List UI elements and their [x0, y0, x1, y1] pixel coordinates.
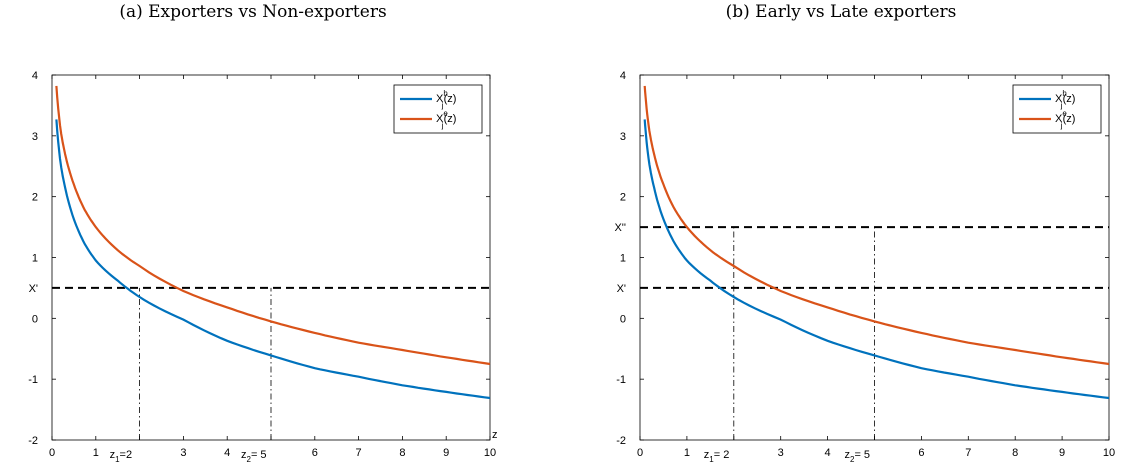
x-tick-label: 7: [965, 447, 971, 459]
series-line-h: [643, 119, 1110, 400]
x-annotation-part: = 2: [714, 449, 730, 461]
legend-label-part: h: [1062, 89, 1066, 98]
x-tick-label: 0: [49, 447, 55, 459]
x-tick-label: 8: [1012, 447, 1018, 459]
legend-label: Xh j(z): [1055, 89, 1075, 110]
y-tick-label: 3: [620, 131, 626, 143]
legend-label-part: X: [436, 93, 444, 105]
y-tick-label: 3: [32, 131, 38, 143]
x-annotation-part: 2: [247, 455, 252, 464]
series-line-e: [55, 85, 491, 366]
y-tick-label: -1: [28, 374, 38, 386]
legend-label: Xh j(z): [436, 89, 456, 110]
legend-label-part: h: [443, 89, 447, 98]
x-annotation-part: z: [704, 449, 710, 461]
x-annotation-part: 2: [850, 455, 855, 464]
y-tick-label: 2: [32, 192, 38, 204]
y-tick-label: -1: [616, 374, 626, 386]
x-annotation-part: =2: [120, 449, 133, 461]
legend-box: [393, 84, 483, 134]
x-annotation-part: 1: [115, 455, 120, 464]
legend-label-part: (z): [1063, 93, 1076, 105]
threshold-label: X'': [614, 222, 626, 234]
legend-label-part: (z): [444, 93, 457, 105]
x-axis-label: z: [492, 429, 498, 441]
x-annotation: z1= 2: [704, 449, 730, 464]
legend-label-part: j: [1060, 121, 1063, 130]
y-tick-label: -2: [28, 435, 38, 447]
panel-a-title: (a) Exporters vs Non-exporters: [119, 2, 387, 22]
y-tick-label: 0: [620, 313, 626, 325]
x-annotation: z1=2: [110, 449, 133, 464]
series-line-h: [55, 119, 491, 400]
x-tick-label: 3: [778, 447, 784, 459]
y-tick-label: 1: [32, 253, 38, 265]
y-tick-label: 1: [620, 253, 626, 265]
legend-label-part: j: [1060, 101, 1063, 110]
x-tick-label: 8: [399, 447, 405, 459]
legend-label-part: j: [441, 121, 444, 130]
legend-label-part: X: [1055, 93, 1063, 105]
y-tick-label: 4: [620, 70, 626, 82]
x-tick-label: 1: [684, 447, 690, 459]
legend-label: Xe j(z): [436, 109, 456, 130]
x-annotation-part: z: [110, 449, 116, 461]
x-annotation-part: 1: [709, 455, 714, 464]
x-annotation-part: z: [241, 449, 247, 461]
legend-box: [1012, 84, 1102, 134]
legend-label-part: j: [441, 101, 444, 110]
threshold-label: X': [617, 283, 626, 295]
x-tick-label: 3: [180, 447, 186, 459]
x-annotation-part: = 5: [251, 449, 267, 461]
x-tick-label: 10: [484, 447, 496, 459]
x-annotation-part: z: [845, 449, 851, 461]
x-tick-label: 10: [1103, 447, 1115, 459]
legend: Xh j(z)Xe j(z): [1012, 84, 1102, 134]
legend-label-part: (z): [1063, 113, 1076, 125]
panel-b-title: (b) Early vs Late exporters: [725, 2, 957, 22]
x-tick-label: 6: [312, 447, 318, 459]
x-tick-label: 4: [224, 447, 230, 459]
x-annotation: z2= 5: [241, 449, 267, 464]
legend-label-part: X: [436, 113, 444, 125]
x-tick-label: 0: [637, 447, 643, 459]
series-line-e: [643, 85, 1110, 366]
y-tick-label: 0: [32, 313, 38, 325]
x-tick-label: 9: [443, 447, 449, 459]
legend-label-part: e: [1062, 109, 1067, 118]
y-tick-label: 4: [32, 70, 38, 82]
threshold-label: X': [29, 283, 38, 295]
legend: Xh j(z)Xe j(z): [393, 84, 483, 134]
legend-label-part: X: [1055, 113, 1063, 125]
y-tick-label: -2: [616, 435, 626, 447]
x-tick-label: 9: [1059, 447, 1065, 459]
legend-label-part: e: [443, 109, 448, 118]
x-annotation: z2= 5: [845, 449, 871, 464]
x-tick-label: 4: [825, 447, 831, 459]
legend-label: Xe j(z): [1055, 109, 1075, 130]
x-annotation-part: = 5: [854, 449, 870, 461]
y-tick-label: 2: [620, 192, 626, 204]
legend-label-part: (z): [444, 113, 457, 125]
x-tick-label: 6: [918, 447, 924, 459]
x-tick-label: 7: [356, 447, 362, 459]
x-tick-label: 1: [93, 447, 99, 459]
